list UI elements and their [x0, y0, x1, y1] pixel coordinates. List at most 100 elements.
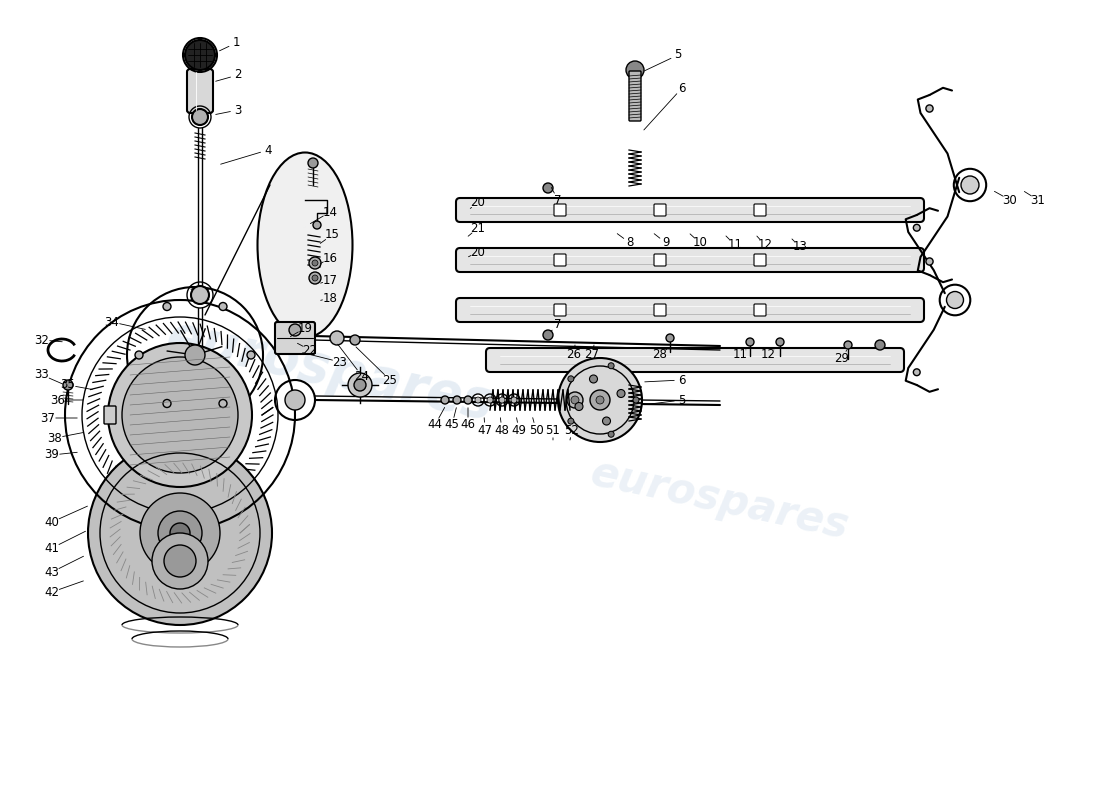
Text: 39: 39: [45, 449, 59, 462]
Text: 11: 11: [733, 349, 748, 362]
Circle shape: [590, 390, 610, 410]
Text: 18: 18: [322, 291, 338, 305]
Text: 38: 38: [47, 431, 63, 445]
Circle shape: [170, 523, 190, 543]
Circle shape: [926, 258, 933, 265]
Circle shape: [626, 61, 644, 79]
Text: 31: 31: [1031, 194, 1045, 206]
Text: 44: 44: [428, 418, 442, 431]
Text: 34: 34: [104, 315, 120, 329]
Circle shape: [926, 105, 933, 112]
Circle shape: [596, 396, 604, 404]
Text: 17: 17: [322, 274, 338, 286]
Text: 30: 30: [1002, 194, 1018, 206]
Circle shape: [289, 324, 301, 336]
Circle shape: [164, 545, 196, 577]
Text: 15: 15: [324, 229, 340, 242]
Text: 20: 20: [471, 246, 485, 258]
Circle shape: [348, 373, 372, 397]
Text: 32: 32: [34, 334, 50, 346]
Text: 16: 16: [322, 251, 338, 265]
Text: 8: 8: [626, 237, 634, 250]
FancyBboxPatch shape: [654, 254, 666, 266]
Text: 51: 51: [546, 423, 560, 437]
Circle shape: [603, 417, 611, 425]
FancyBboxPatch shape: [754, 204, 766, 216]
Circle shape: [163, 302, 170, 310]
Text: 48: 48: [495, 423, 509, 437]
Text: 25: 25: [383, 374, 397, 386]
FancyBboxPatch shape: [275, 322, 315, 354]
Text: eurospares: eurospares: [587, 452, 854, 548]
Circle shape: [441, 396, 449, 404]
Circle shape: [913, 224, 921, 231]
Text: 42: 42: [44, 586, 59, 598]
Text: 46: 46: [461, 418, 475, 431]
Circle shape: [314, 221, 321, 229]
Circle shape: [566, 392, 583, 408]
Text: 50: 50: [529, 423, 543, 437]
Text: 2: 2: [234, 69, 242, 82]
Ellipse shape: [257, 153, 352, 338]
Text: 7: 7: [554, 318, 562, 331]
Text: 5: 5: [674, 49, 682, 62]
Text: 36: 36: [51, 394, 65, 406]
Circle shape: [453, 396, 461, 404]
Circle shape: [913, 369, 921, 376]
Circle shape: [499, 397, 505, 403]
Circle shape: [88, 441, 272, 625]
FancyBboxPatch shape: [654, 304, 666, 316]
Circle shape: [666, 334, 674, 342]
Circle shape: [961, 176, 979, 194]
Circle shape: [192, 109, 208, 125]
Text: 11: 11: [727, 238, 742, 251]
Text: 47: 47: [477, 423, 493, 437]
Text: 43: 43: [45, 566, 59, 578]
Circle shape: [487, 397, 493, 403]
Circle shape: [63, 380, 73, 390]
Circle shape: [946, 291, 964, 309]
Circle shape: [543, 330, 553, 340]
Circle shape: [776, 338, 784, 346]
Circle shape: [185, 40, 214, 70]
Text: 21: 21: [471, 222, 485, 234]
Text: 10: 10: [693, 237, 707, 250]
Circle shape: [568, 418, 574, 424]
Circle shape: [248, 351, 255, 359]
Text: 3: 3: [234, 103, 242, 117]
FancyBboxPatch shape: [654, 204, 666, 216]
FancyBboxPatch shape: [554, 204, 566, 216]
Text: 12: 12: [758, 238, 772, 251]
Circle shape: [512, 397, 517, 403]
Text: 23: 23: [332, 355, 348, 369]
Text: 7: 7: [554, 194, 562, 206]
Text: 52: 52: [564, 423, 580, 437]
Circle shape: [617, 390, 625, 398]
Circle shape: [219, 302, 227, 310]
Circle shape: [608, 362, 614, 369]
Circle shape: [746, 338, 754, 346]
Circle shape: [543, 183, 553, 193]
Circle shape: [309, 272, 321, 284]
FancyBboxPatch shape: [754, 254, 766, 266]
Circle shape: [152, 533, 208, 589]
Circle shape: [608, 431, 614, 438]
FancyBboxPatch shape: [104, 406, 116, 424]
Text: 45: 45: [444, 418, 460, 431]
Circle shape: [309, 257, 321, 269]
Circle shape: [163, 399, 170, 407]
Text: 28: 28: [652, 349, 668, 362]
Text: 6: 6: [679, 82, 685, 94]
Circle shape: [464, 396, 472, 404]
Circle shape: [475, 397, 481, 403]
Circle shape: [108, 343, 252, 487]
Circle shape: [568, 376, 574, 382]
FancyBboxPatch shape: [754, 304, 766, 316]
Circle shape: [590, 375, 597, 383]
Text: 12: 12: [760, 349, 775, 362]
Text: 22: 22: [302, 343, 318, 357]
Text: 33: 33: [34, 369, 50, 382]
Circle shape: [219, 399, 227, 407]
FancyBboxPatch shape: [554, 304, 566, 316]
FancyBboxPatch shape: [456, 198, 924, 222]
